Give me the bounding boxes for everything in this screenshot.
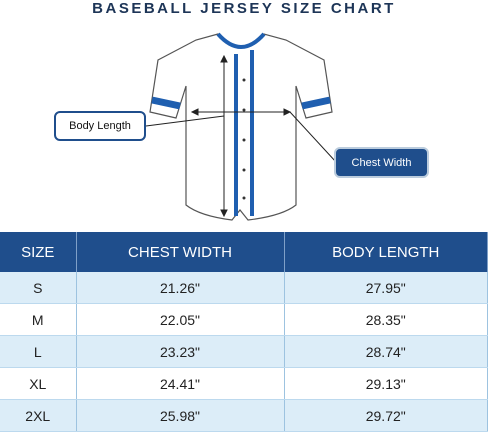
table-row: S 21.26" 27.95" bbox=[0, 272, 488, 304]
column-header: BODY LENGTH bbox=[284, 232, 488, 272]
table-cell: 21.26" bbox=[76, 272, 285, 304]
table-cell: L bbox=[0, 335, 77, 368]
table-cell: 24.41" bbox=[76, 367, 285, 400]
size-table: SIZE CHEST WIDTH BODY LENGTH S 21.26" 27.95"… bbox=[0, 232, 488, 432]
table-row: L 23.23" 28.74" bbox=[0, 335, 488, 368]
body-length-callout: Body Length bbox=[54, 111, 146, 141]
title: BASEBALL JERSEY SIZE CHART bbox=[92, 0, 396, 17]
table-row: XL 24.41" 29.13" bbox=[0, 367, 488, 400]
jersey-illustration bbox=[145, 32, 337, 221]
table-cell: S bbox=[0, 272, 77, 304]
sleeve-band bbox=[151, 96, 181, 110]
table-cell: 25.98" bbox=[76, 399, 285, 432]
table-cell: XL bbox=[0, 367, 77, 400]
column-header: CHEST WIDTH bbox=[76, 232, 285, 272]
column-header: SIZE bbox=[0, 232, 77, 272]
table-cell: 22.05" bbox=[76, 303, 285, 336]
table-row: M 22.05" 28.35" bbox=[0, 303, 488, 336]
leader-line bbox=[145, 115, 225, 127]
sleeve-band bbox=[301, 96, 331, 110]
leader-line bbox=[289, 111, 337, 163]
table-cell: 2XL bbox=[0, 399, 77, 432]
jersey-body bbox=[149, 33, 333, 221]
table-cell: 29.72" bbox=[284, 399, 488, 432]
table-cell: 29.13" bbox=[284, 367, 488, 400]
table-cell: 28.74" bbox=[284, 335, 488, 368]
collar bbox=[216, 32, 266, 49]
table-cell: M bbox=[0, 303, 77, 336]
table-cell: 23.23" bbox=[76, 335, 285, 368]
table-cell: 28.35" bbox=[284, 303, 488, 336]
table-row: 2XL 25.98" 29.72" bbox=[0, 399, 488, 432]
header-row: SIZE CHEST WIDTH BODY LENGTH bbox=[0, 232, 488, 272]
table-cell: 27.95" bbox=[284, 272, 488, 304]
chest-width-callout: Chest Width bbox=[334, 147, 429, 178]
